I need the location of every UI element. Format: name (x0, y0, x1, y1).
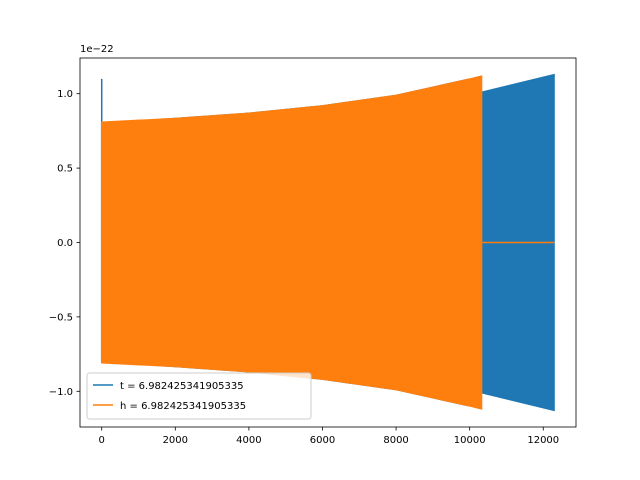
axes: 0 2000 4000 6000 8000 10000 12000 −1.0 −0.5 0.0 0.… (49, 57, 577, 446)
x-tick-label: 0 (99, 435, 105, 446)
legend-box (86, 372, 312, 420)
x-tick-label: 2000 (163, 435, 188, 446)
legend-label: t = 6.982425341905335 (120, 381, 244, 392)
y-tick-label: 0.5 (57, 164, 73, 175)
legend-label: h = 6.982425341905335 (120, 401, 246, 412)
x-tick-label: 4000 (236, 435, 261, 446)
x-tick-label: 6000 (310, 435, 335, 446)
y-tick-label: 0.0 (57, 238, 73, 249)
series-h (100, 75, 555, 410)
y-tick-label: 1.0 (57, 89, 73, 100)
x-tick-label: 8000 (383, 435, 408, 446)
y-tick-label: −1.0 (49, 387, 73, 398)
series-envelope (101, 75, 483, 410)
x-tick-label: 12000 (527, 435, 559, 446)
x-tick-label: 10000 (454, 435, 486, 446)
plot-area (100, 73, 555, 412)
y-tick-label: −0.5 (49, 312, 73, 323)
y-offset-label: 1e−22 (80, 44, 114, 55)
legend: t = 6.982425341905335 h = 6.9824253419053… (86, 372, 312, 420)
